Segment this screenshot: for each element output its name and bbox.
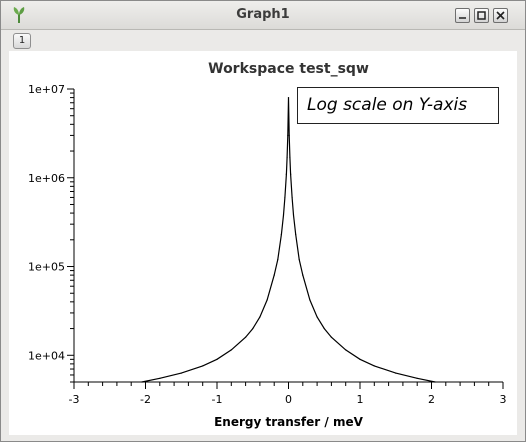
- data-point: [277, 258, 279, 261]
- data-point: [330, 336, 332, 338]
- y-tick-label: 1e+07: [28, 83, 65, 96]
- data-point: [202, 365, 204, 367]
- data-point: [292, 214, 295, 216]
- chart-title: Workspace test_sqw: [208, 61, 369, 77]
- data-point: [287, 97, 290, 99]
- data-point: [373, 365, 375, 367]
- data-point: [395, 372, 397, 374]
- data-point: [289, 156, 291, 158]
- y-tick-label: 1e+05: [28, 261, 65, 274]
- data-point: [282, 214, 285, 216]
- x-tick-label: -3: [69, 393, 80, 406]
- data-point: [295, 233, 297, 236]
- data-point: [252, 327, 254, 330]
- maximize-button[interactable]: [474, 8, 489, 23]
- plot-area[interactable]: Workspace test_sqw -3 -2 -1 0 1 2 3 1e+04 1e+05 1e…: [9, 51, 517, 435]
- data-point: [359, 358, 361, 360]
- x-tick-label: 2: [428, 393, 435, 406]
- close-button[interactable]: [493, 8, 508, 23]
- minimize-button[interactable]: [455, 8, 470, 23]
- data-series-line: [141, 97, 436, 383]
- maximize-icon: [477, 11, 486, 20]
- data-point: [290, 173, 292, 175]
- data-point: [286, 156, 288, 158]
- layer-1-tab[interactable]: 1: [13, 33, 31, 49]
- data-point: [180, 372, 182, 374]
- x-tick-label: -1: [212, 393, 223, 406]
- data-point: [259, 316, 261, 318]
- data-point: [298, 258, 300, 261]
- y-tick-label: 1e+06: [28, 172, 65, 185]
- data-point: [316, 316, 318, 318]
- x-tick-label: 0: [285, 393, 292, 406]
- data-point: [287, 134, 289, 137]
- y-tick-label: 1e+04: [28, 349, 65, 362]
- x-tick-label: 3: [500, 393, 507, 406]
- data-point: [280, 233, 282, 236]
- data-point: [266, 299, 268, 301]
- data-point: [216, 358, 218, 360]
- plot-canvas[interactable]: Workspace test_sqw -3 -2 -1 0 1 2 3 1e+04 1e+05 1e…: [9, 51, 517, 435]
- x-axis-label: Energy transfer / meV: [214, 415, 363, 429]
- x-tick-label: -2: [140, 393, 151, 406]
- minimize-icon: [459, 17, 466, 19]
- data-point: [309, 299, 311, 301]
- mantid-app-icon[interactable]: [9, 5, 29, 25]
- data-point: [159, 377, 161, 379]
- data-point: [434, 381, 436, 383]
- data-point: [141, 381, 143, 383]
- window-title: Graph1: [236, 7, 290, 22]
- data-point: [273, 274, 275, 276]
- data-point: [288, 134, 290, 137]
- data-point: [291, 196, 293, 199]
- data-point: [345, 349, 347, 351]
- data-point: [245, 336, 247, 338]
- close-icon: [496, 11, 505, 20]
- annotation-label[interactable]: Log scale on Y-axis: [297, 87, 499, 124]
- data-point: [323, 327, 325, 330]
- data-point: [302, 274, 304, 276]
- data-point: [284, 196, 286, 199]
- title-bar[interactable]: Graph1: [1, 1, 525, 30]
- x-tick-label: 1: [357, 393, 364, 406]
- data-point: [416, 377, 418, 379]
- data-point: [285, 173, 287, 175]
- data-point: [230, 349, 232, 351]
